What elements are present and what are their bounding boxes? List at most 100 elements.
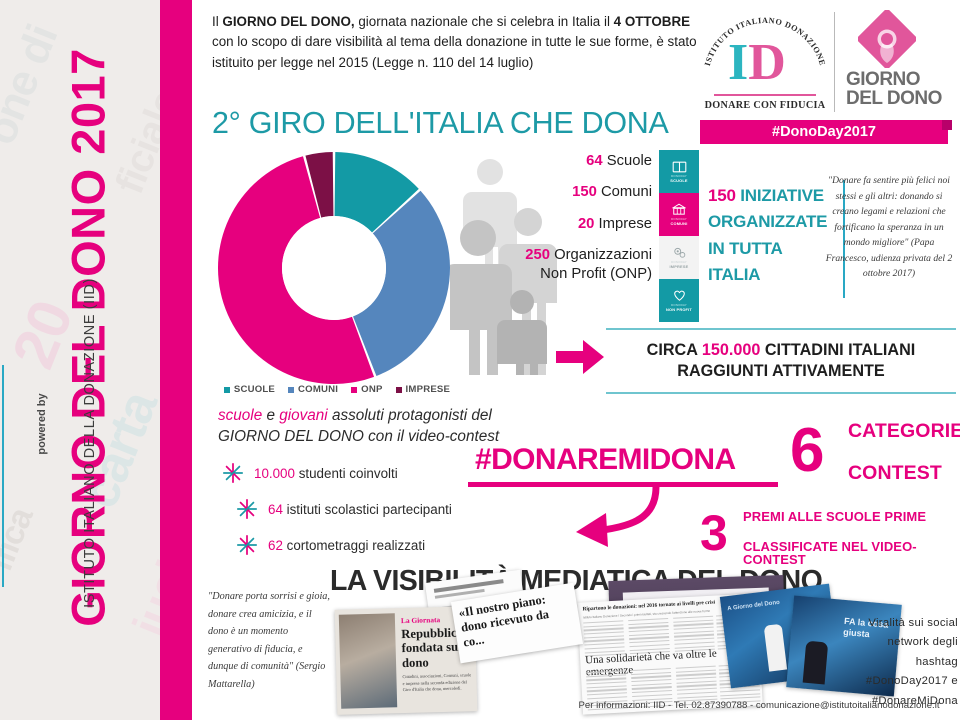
- donut-slice-scuole: [334, 152, 419, 233]
- giorno-del-dono-logo: GIORNO DEL DONO: [846, 8, 952, 116]
- hashtag-banner: #DonoDay2017: [700, 120, 948, 144]
- logo-tagline: DONARE CON FIDUCIA: [704, 100, 826, 111]
- initiatives-line-3: IN TUTTA ITALIA: [708, 238, 782, 285]
- schools-highlight-1: scuole: [218, 407, 263, 424]
- monogram-d: D: [748, 34, 786, 91]
- gdd-line1: GIORNO: [846, 69, 921, 90]
- schools-mid: e: [262, 407, 280, 424]
- badge-label: IMPRESE: [669, 264, 689, 269]
- legend-swatch: [223, 386, 230, 393]
- stat-number: 150: [572, 184, 597, 201]
- categories-label: CATEGORIE CONTEST: [848, 420, 960, 483]
- intro-text-1: Il: [212, 14, 223, 29]
- logo-separator: [834, 12, 835, 112]
- legend-label: SCUOLE: [233, 384, 276, 395]
- stat-label: Imprese: [598, 215, 652, 232]
- schools-highlight-2: giovani: [279, 407, 328, 424]
- logo-rule: [714, 94, 816, 96]
- stat-number: 64: [586, 153, 603, 169]
- bullet-text: 64 istituti scolastici partecipanti: [268, 502, 452, 517]
- asterisk-star-icon: [222, 462, 244, 484]
- page-title-giro: 2° GIRO DELL'ITALIA CHE DONA: [212, 106, 669, 140]
- legend-swatch: [288, 386, 295, 393]
- circa-banner: CIRCA 150.000 CITTADINI ITALIANI RAGGIUN…: [606, 340, 956, 383]
- categories-line1: CATEGORIE: [848, 420, 960, 442]
- donut-slice-onp: [218, 156, 375, 384]
- stats-list: 64 Scuole 150 Comuni 20 Imprese 250 Orga…: [470, 152, 652, 296]
- stat-label: Scuole: [606, 153, 652, 169]
- arrow-right-icon: [556, 340, 604, 374]
- sidebar-powered-by: powered by: [36, 393, 48, 455]
- schools-rest: assoluti protagonisti del: [327, 407, 492, 424]
- circa-post: CITTADINI ITALIANI: [760, 341, 916, 359]
- bullet-label: studenti coinvolti: [294, 465, 398, 481]
- stat-number: 250: [525, 247, 550, 264]
- texture-word: one di: [0, 18, 68, 152]
- texture-word: ifica: [0, 502, 41, 576]
- legend-item-imprese: IMPRESE: [395, 384, 451, 395]
- stat-label: Organizzazioni: [554, 247, 652, 264]
- circa-number: 150.000: [701, 341, 761, 359]
- curved-arrow-left-icon: [576, 486, 660, 547]
- bullet-number: 64: [268, 501, 283, 517]
- stat-row: 150 Comuni: [470, 183, 652, 201]
- badge-scuole: DONODAY SCUOLE: [659, 150, 699, 193]
- prizes-line2: CLASSIFICATE NEL VIDEO-CONTEST: [743, 539, 917, 567]
- intro-bold-giorno: GIORNO DEL DONO,: [222, 14, 355, 29]
- hashtag-banner-notch: [942, 120, 952, 130]
- bullet-text: 10.000 studenti coinvolti: [254, 466, 398, 481]
- viral-line-3: hashtag: [915, 655, 958, 668]
- initiatives-line-1: 150 INIZIATIVE: [708, 183, 838, 209]
- diamond-flower-icon: [858, 10, 916, 68]
- news1-kicker: La Giornata: [400, 615, 441, 626]
- asterisk-star-icon: [236, 534, 258, 556]
- initiatives-line-2: ORGANIZZATE: [708, 212, 828, 232]
- news1-body: Cittadini, associazioni, Comuni, scuole …: [402, 672, 472, 693]
- schools-line2: GIORNO DEL DONO con il video-contest: [218, 427, 500, 445]
- legend-label: ONP: [361, 384, 383, 395]
- chart-legend: SCUOLE COMUNI ONP IMPRESE: [218, 384, 456, 395]
- iid-arc-text-icon: ISTITUTO ITALIANO DONAZIONE: [703, 16, 827, 67]
- intro-text-3: con lo scopo di dare visibilità al tema …: [212, 34, 697, 70]
- badge-non-profit: DONODAY NON PROFIT: [659, 279, 699, 322]
- papa-francesco-quote: "Donare fa sentire più felici noi stessi…: [825, 175, 953, 280]
- schools-bullet-list: 10.000 studenti coinvolti 64 istituti sc…: [222, 455, 502, 563]
- prizes-line1: PREMI ALLE SCUOLE PRIME: [743, 509, 927, 524]
- list-item: 62 cortometraggi realizzati: [236, 527, 502, 563]
- pink-vertical-strip: [160, 0, 192, 720]
- circa-line2: RAGGIUNTI ATTIVAMENTE: [677, 362, 885, 381]
- hashtag-underline: [468, 482, 778, 487]
- intro-text-2: giornata nazionale che si celebra in Ita…: [354, 14, 614, 29]
- heart-icon: [673, 290, 685, 301]
- badge-kicker: DONODAY: [671, 303, 687, 307]
- stat-label-2: Non Profit (ONP): [540, 265, 652, 282]
- iid-logo: ISTITUTO ITALIANO DONAZIONE ID DONARE CO…: [700, 8, 830, 116]
- stat-row: 250 Organizzazioni Non Profit (ONP): [470, 246, 652, 283]
- sidebar-divider: [2, 365, 4, 587]
- building-icon: [672, 203, 686, 215]
- category-badges: DONODAY SCUOLE DONODAY COMUNI DONODAY IM…: [659, 150, 699, 322]
- badge-imprese: DONODAY IMPRESE: [659, 236, 699, 279]
- mattarella-quote: "Donare porta sorrisi e gioia, donare cr…: [208, 591, 330, 690]
- news1-photo: [338, 613, 398, 709]
- asterisk-star-icon: [236, 498, 258, 520]
- intro-paragraph: Il GIORNO DEL DONO, giornata nazionale c…: [212, 12, 702, 73]
- texture-word: iucia: [122, 530, 160, 644]
- gdd-line2: DEL DONO: [846, 88, 942, 109]
- badge-kicker: DONODAY: [671, 217, 687, 221]
- left-sidebar: one di 20 carta ficiale iucia ifica GIOR…: [0, 0, 160, 720]
- tv2-figure: [802, 640, 829, 685]
- list-item: 10.000 studenti coinvolti: [222, 455, 502, 491]
- legend-item-onp: ONP: [351, 384, 382, 395]
- initiatives-number: 150: [708, 186, 736, 205]
- viral-line-4: #DonoDay2017 e: [865, 675, 958, 688]
- logo-block: ISTITUTO ITALIANO DONAZIONE ID DONARE CO…: [700, 8, 952, 144]
- quote-card-text: «Il nostro piano: dono ricevuto da co...: [457, 592, 550, 650]
- bullet-number: 10.000: [254, 465, 295, 481]
- viral-line-1: Viralità sui social: [868, 617, 958, 629]
- sidebar-organization: ISTITUTO ITALIANO DELLA DONAZIONE (IID): [82, 278, 98, 608]
- schools-caption: scuole e giovani assoluti protagonisti d…: [218, 406, 518, 447]
- people-group-icon: [450, 159, 557, 375]
- legend-swatch: [395, 386, 402, 393]
